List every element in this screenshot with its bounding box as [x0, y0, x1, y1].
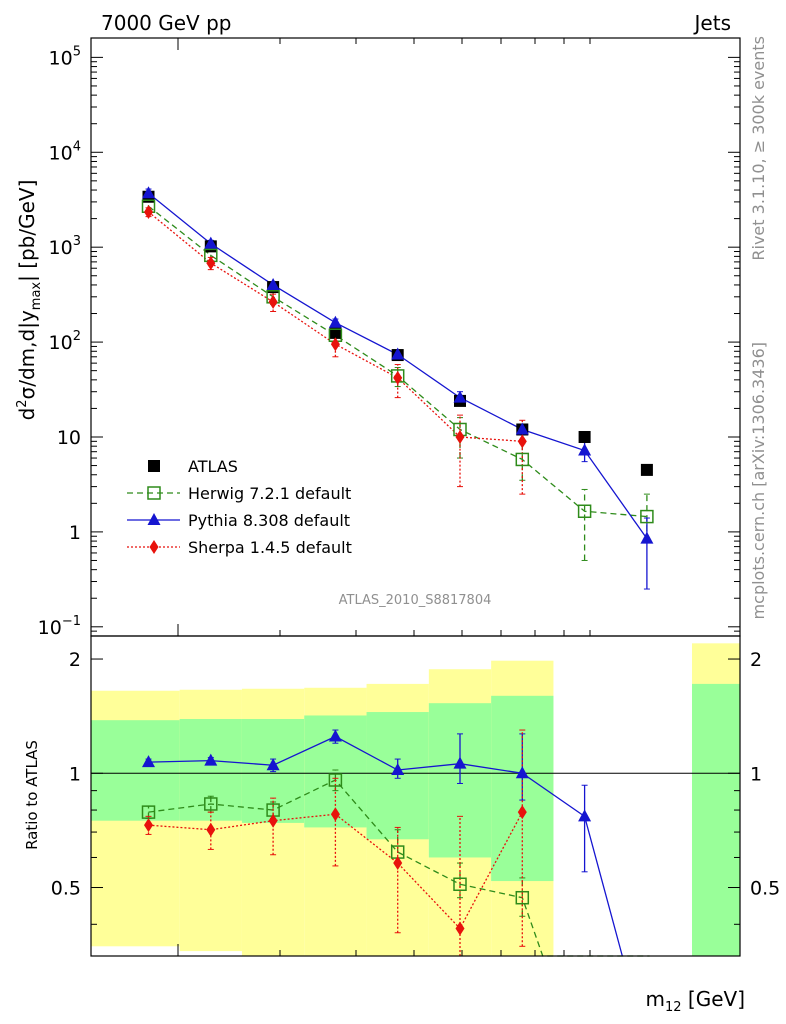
ratio-pythia-point-6 — [515, 766, 529, 779]
legend-label-2: Pythia 8.308 default — [188, 511, 350, 530]
main-ytick-label-0: 105 — [49, 44, 81, 69]
pythia-point-2 — [266, 277, 280, 290]
ratio-ytick-label-left-1: 1 — [69, 763, 81, 785]
ratio-pythia-point-3 — [328, 729, 342, 742]
sherpa-point-3 — [330, 337, 340, 352]
main-ytick-label-6: 10−1 — [38, 614, 81, 639]
rivet-label: Rivet 3.1.10, ≥ 300k events — [749, 36, 768, 261]
main-ytick-label-1: 104 — [49, 139, 81, 164]
ratio-pythia-point-7 — [578, 809, 592, 822]
pythia-point-8 — [640, 531, 654, 544]
ratio-herwig-point-0 — [141, 805, 156, 819]
herwig-point-6 — [515, 452, 530, 467]
ratio-line-herwig — [148, 779, 650, 957]
legend-label-0: ATLAS — [188, 457, 238, 476]
sherpa-point-1 — [206, 256, 216, 271]
ratio-ytick-label-left-0: 2 — [69, 649, 81, 671]
ratio-sherpa-point-6 — [517, 805, 527, 820]
plot-frames — [90, 37, 741, 957]
ratio-herwig-point-1 — [204, 797, 218, 811]
ratio-ytick-label-left-2: 0.5 — [51, 878, 81, 900]
ratio-sherpa-point-0 — [144, 818, 153, 833]
header-left: 7000 GeV pp — [101, 11, 232, 35]
ratio-herwig-point-3 — [328, 773, 343, 787]
legend-marker-0 — [148, 460, 160, 472]
axis-ticks — [91, 38, 740, 956]
herwig-point-8 — [640, 509, 654, 524]
legend: ATLAS Herwig 7.2.1 default Pythia 8.308 de… — [127, 457, 352, 557]
main-y-axis-label: d2σ/dm,d|ymax| [pb/GeV] — [15, 180, 44, 421]
ratio-sherpa-point-3 — [330, 807, 340, 822]
pythia-point-4 — [391, 347, 405, 360]
header-right: Jets — [693, 11, 731, 35]
ratio-ytick-label-right-2: 0.5 — [750, 878, 780, 900]
band-green-2 — [179, 719, 242, 821]
pythia-point-5 — [453, 390, 467, 403]
sherpa-point-4 — [393, 370, 403, 385]
pythia-point-0 — [142, 186, 155, 199]
legend-marker-1 — [147, 486, 161, 500]
ratio-bands — [91, 643, 740, 956]
xlabel-main: m — [646, 987, 665, 1011]
ratio-sherpa-point-2 — [268, 813, 278, 828]
sherpa-point-0 — [144, 204, 153, 219]
main-ylabel-text: d2σ/dm,d|ymax| [pb/GeV] — [15, 180, 44, 421]
ratio-pythia-point-1 — [204, 753, 218, 766]
pythia-point-7 — [578, 443, 592, 456]
mcplots-label: mcplots.cern.ch [arXiv:1306.3436] — [749, 342, 768, 619]
ratio-pythia-point-4 — [391, 763, 405, 776]
xlabel-text: m12 [GeV] — [646, 987, 745, 1015]
pythia-point-3 — [328, 315, 342, 328]
band-green-1 — [91, 720, 180, 821]
main-ytick-label-3: 102 — [49, 329, 81, 354]
data-markers — [141, 186, 654, 936]
x-axis-label: m12 [GeV] — [646, 987, 745, 1015]
ratio-herwig-point-6 — [515, 890, 530, 905]
ratio-sherpa-point-5 — [455, 921, 465, 936]
ratio-herwig-point-5 — [453, 877, 467, 892]
analysis-label: ATLAS_2010_S8817804 — [339, 593, 492, 608]
pythia-point-1 — [204, 236, 218, 249]
ratio-ylabel: Ratio to ATLAS — [23, 740, 41, 850]
xlabel-sub: 12 — [665, 1000, 682, 1015]
pythia-point-6 — [515, 422, 529, 435]
atlas-point-7 — [578, 430, 591, 443]
atlas-point-8 — [640, 463, 653, 476]
ratio-pythia-point-2 — [266, 758, 280, 771]
ratio-pythia-point-0 — [142, 755, 155, 768]
ratio-sherpa-point-4 — [393, 856, 403, 871]
legend-label-3: Sherpa 1.4.5 default — [188, 538, 352, 557]
sherpa-point-6 — [517, 434, 527, 449]
ratio-plot-frame — [90, 635, 741, 957]
main-ytick-label-2: 103 — [49, 234, 81, 259]
main-ytick-label-4: 10 — [57, 427, 81, 449]
legend-label-1: Herwig 7.2.1 default — [188, 484, 351, 503]
legend-marker-3 — [149, 540, 159, 554]
sherpa-point-5 — [455, 429, 465, 444]
sherpa-point-2 — [268, 294, 278, 309]
band-green-9 — [692, 683, 740, 956]
herwig-point-7 — [577, 504, 592, 519]
xlabel-unit: [GeV] — [682, 987, 745, 1011]
main-ytick-label-5: 1 — [69, 522, 81, 544]
ratio-ytick-label-right-0: 2 — [750, 649, 762, 671]
ratio-ytick-label-right-1: 1 — [750, 763, 762, 785]
legend-marker-2 — [147, 513, 161, 525]
ratio-pythia-point-5 — [453, 756, 467, 769]
ratio-sherpa-point-1 — [206, 822, 216, 837]
